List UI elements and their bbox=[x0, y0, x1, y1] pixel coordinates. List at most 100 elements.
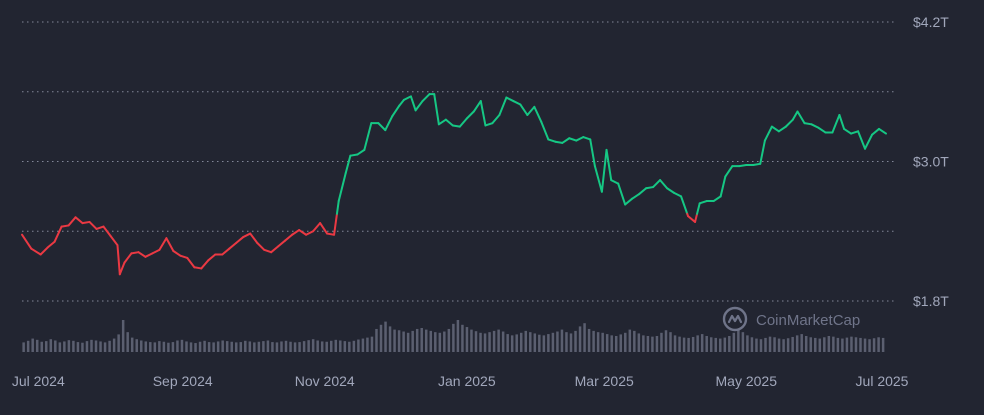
line-segment bbox=[638, 187, 648, 196]
volume-bar bbox=[524, 330, 528, 352]
y-axis-labels: $1.8T $3.0T $4.2T bbox=[913, 14, 949, 309]
x-tick-label: Nov 2024 bbox=[295, 373, 355, 389]
volume-bar bbox=[320, 341, 324, 352]
line-segment bbox=[624, 197, 634, 206]
volume-bar bbox=[836, 337, 840, 352]
line-segment bbox=[249, 232, 259, 244]
volume-bar bbox=[601, 332, 604, 352]
line-segment bbox=[123, 252, 133, 264]
line-segment bbox=[878, 127, 887, 135]
line-segment bbox=[414, 100, 424, 112]
volume-bar bbox=[176, 340, 179, 352]
volume-bar bbox=[280, 341, 283, 352]
volume-bar bbox=[583, 323, 586, 352]
volume-bar bbox=[587, 328, 591, 352]
volume-bar bbox=[628, 329, 632, 352]
volume-bar bbox=[266, 340, 270, 352]
line-segment bbox=[326, 232, 336, 236]
volume-bar bbox=[673, 335, 677, 352]
line-segment bbox=[694, 212, 699, 223]
volume-bar bbox=[465, 327, 469, 352]
line-segment bbox=[451, 124, 461, 128]
volume-bar bbox=[325, 341, 328, 352]
volume-bar bbox=[682, 337, 686, 352]
line-segment bbox=[277, 239, 287, 248]
volume-bar bbox=[316, 340, 319, 352]
volume-bar bbox=[94, 340, 98, 352]
line-segment bbox=[402, 95, 412, 101]
volume-bar bbox=[868, 339, 871, 352]
line-segment bbox=[118, 261, 126, 276]
line-segment bbox=[512, 100, 522, 106]
line-segment bbox=[568, 137, 578, 142]
volume-bar bbox=[307, 340, 310, 352]
volume-bar bbox=[198, 341, 202, 352]
volume-bar bbox=[330, 340, 333, 352]
volume-bar bbox=[171, 342, 175, 352]
volume-bar bbox=[230, 341, 233, 352]
volume-bar bbox=[262, 341, 265, 352]
x-tick-label: Jul 2025 bbox=[856, 373, 909, 389]
volume-bar bbox=[854, 337, 858, 352]
volume-bar bbox=[67, 340, 71, 352]
volume-bar bbox=[714, 337, 717, 352]
line-segment bbox=[505, 96, 515, 103]
volume-bar bbox=[221, 340, 224, 352]
volume-bar bbox=[189, 342, 193, 352]
line-segment bbox=[472, 100, 482, 113]
x-tick-label: May 2025 bbox=[716, 373, 778, 389]
volume-bar bbox=[614, 336, 618, 352]
volume-bar bbox=[253, 342, 256, 352]
line-segment bbox=[719, 175, 727, 198]
volume-bar bbox=[140, 340, 143, 352]
line-segment bbox=[235, 236, 245, 244]
line-segment bbox=[484, 122, 494, 127]
volume-bar bbox=[31, 338, 34, 352]
line-segment bbox=[377, 122, 387, 132]
volume-bar bbox=[795, 335, 799, 352]
line-segment bbox=[589, 138, 596, 168]
line-segment bbox=[391, 104, 401, 118]
watermark: CoinMarketCap bbox=[722, 306, 860, 332]
line-segment bbox=[291, 229, 301, 236]
volume-bar bbox=[235, 342, 238, 352]
volume-bar bbox=[768, 336, 772, 352]
line-segment bbox=[519, 103, 529, 116]
volume-bar bbox=[700, 334, 704, 352]
volume-bar bbox=[370, 336, 374, 352]
volume-bar bbox=[804, 336, 808, 352]
line-segment bbox=[759, 139, 766, 165]
line-segment bbox=[850, 130, 860, 135]
volume-bar bbox=[257, 341, 261, 352]
volume-bar bbox=[782, 339, 785, 352]
line-segment bbox=[479, 100, 487, 127]
volume-bar bbox=[49, 339, 53, 352]
line-segment bbox=[109, 234, 119, 247]
volume-bar bbox=[565, 332, 568, 352]
line-segment bbox=[179, 254, 189, 259]
line-segment bbox=[698, 200, 708, 205]
line-segment bbox=[409, 95, 417, 112]
line-segment bbox=[312, 222, 322, 233]
line-segment bbox=[200, 259, 210, 270]
volume-bar bbox=[167, 342, 170, 352]
volume-bar bbox=[592, 330, 595, 352]
volume-bar bbox=[366, 337, 369, 352]
volume-bar bbox=[569, 333, 573, 352]
volume-bar bbox=[144, 341, 148, 352]
volume-bar bbox=[542, 335, 546, 352]
line-segment bbox=[533, 105, 543, 123]
line-segment bbox=[680, 195, 689, 215]
line-segment bbox=[53, 225, 63, 243]
volume-bar bbox=[859, 337, 862, 352]
line-segment bbox=[659, 179, 669, 190]
line-segment bbox=[437, 118, 447, 126]
line-segment bbox=[30, 247, 42, 256]
volume-bar bbox=[497, 329, 500, 352]
volume-bar bbox=[379, 324, 383, 352]
volume-bar bbox=[637, 333, 641, 352]
line-segment bbox=[810, 123, 820, 129]
line-segment bbox=[610, 179, 620, 185]
line-segment bbox=[838, 114, 846, 130]
line-segment bbox=[398, 98, 405, 107]
